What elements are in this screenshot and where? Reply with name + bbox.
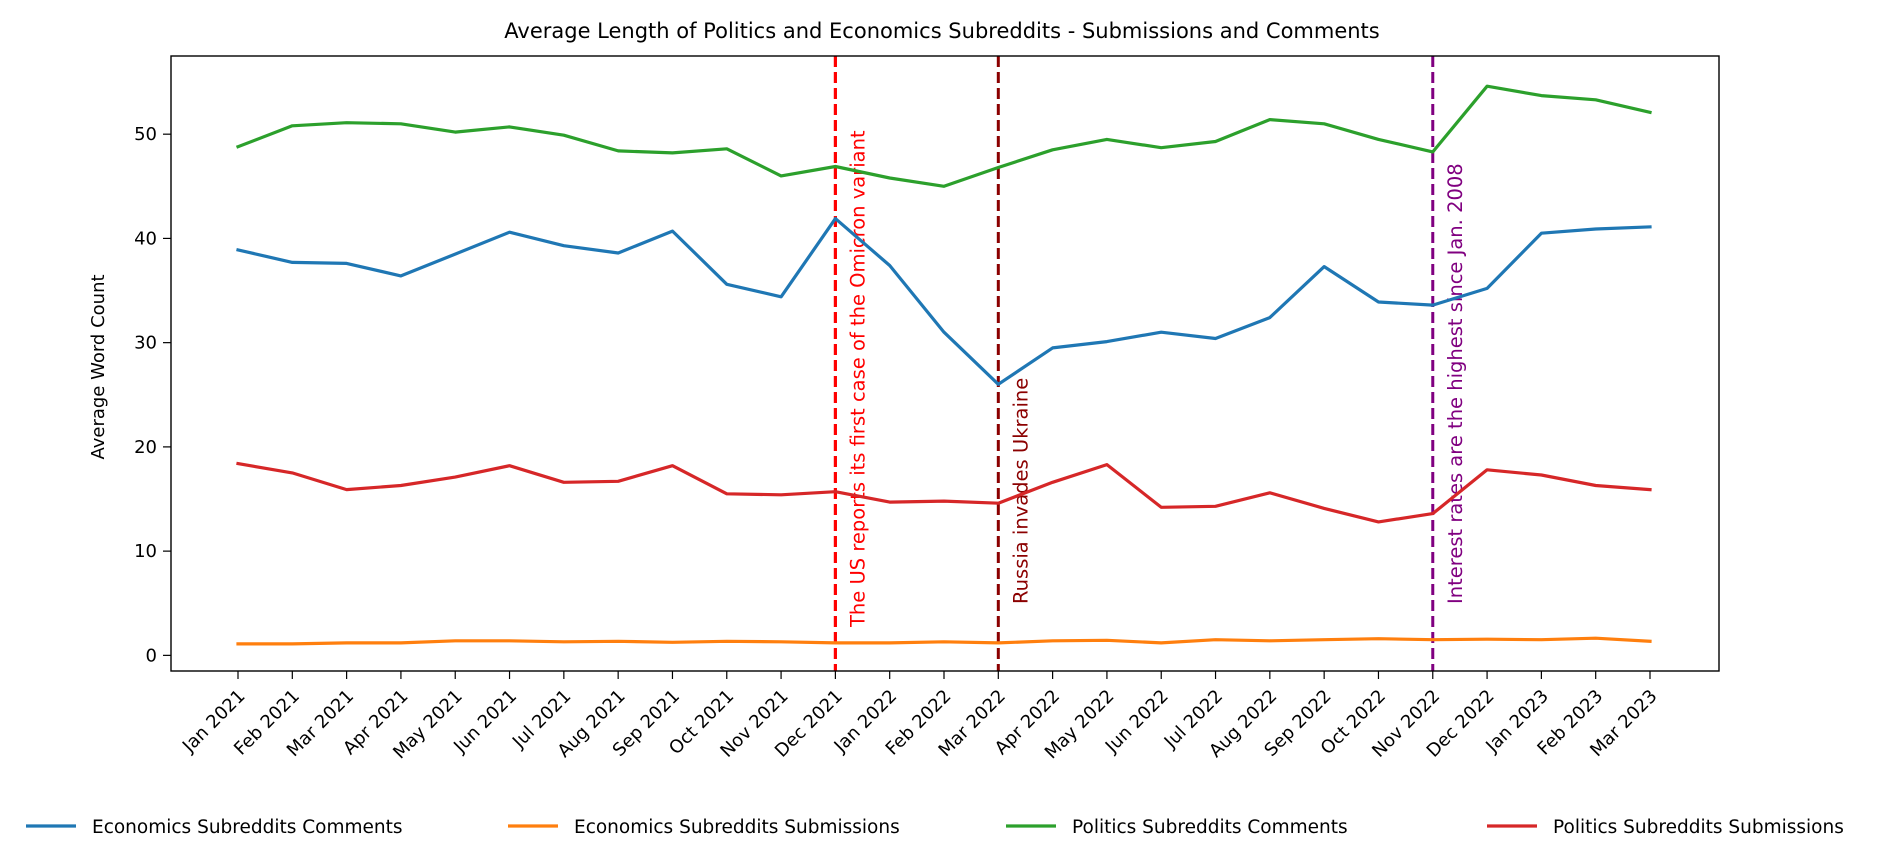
y-tick-label: 50 [134, 124, 157, 145]
legend-label: Economics Subreddits Comments [92, 817, 403, 838]
series-line [236, 217, 1652, 386]
y-tick-label: 0 [146, 645, 157, 666]
series-line [236, 636, 1652, 646]
legend: Economics Subreddits Comments Economics S… [26, 817, 1844, 838]
series-line [236, 461, 1652, 524]
y-axis-label: Average Word Count [88, 274, 109, 459]
event-annotation: Russia invades Ukraine [1009, 378, 1032, 604]
event-annotation: The US reports its first case of the Omi… [846, 130, 869, 628]
legend-label: Politics Subreddits Submissions [1553, 817, 1844, 838]
y-tick-label: 20 [134, 437, 157, 458]
event-annotation: Interest rates are the highest since Jan… [1444, 163, 1467, 604]
chart-title: Average Length of Politics and Economics… [504, 19, 1379, 43]
y-tick-label: 10 [134, 541, 157, 562]
legend-label: Economics Subreddits Submissions [574, 817, 900, 838]
y-tick-label: 40 [134, 228, 157, 249]
plot-frame [170, 55, 1720, 672]
legend-label: Politics Subreddits Comments [1072, 817, 1348, 838]
y-tick-label: 30 [134, 333, 157, 354]
series-line [235, 84, 1652, 188]
